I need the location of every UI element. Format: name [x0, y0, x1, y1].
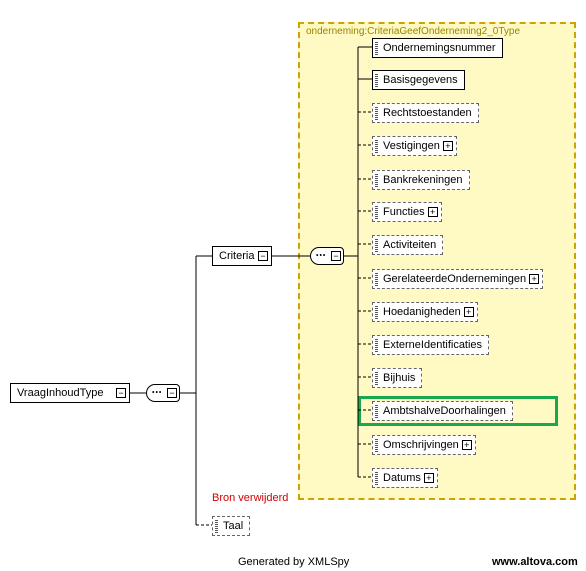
- item-functies[interactable]: Functies: [372, 202, 442, 222]
- footer-right[interactable]: www.altova.com: [492, 556, 578, 568]
- item-label: Rechtstoestanden: [383, 107, 472, 119]
- item-label: Bijhuis: [383, 372, 415, 384]
- footer-left: Generated by XMLSpy: [238, 556, 349, 568]
- item-label: ExterneIdentificaties: [383, 339, 482, 351]
- item-label: Hoedanigheden: [383, 306, 461, 318]
- item-ambtshalve[interactable]: AmbtshalveDoorhalingen: [372, 401, 513, 421]
- item-label: Datums: [383, 472, 421, 484]
- expand-icon[interactable]: [464, 307, 474, 317]
- taal-node[interactable]: Taal: [212, 516, 250, 536]
- item-label: Vestigingen: [383, 140, 440, 152]
- item-datums[interactable]: Datums: [372, 468, 438, 488]
- taal-label: Taal: [223, 520, 243, 532]
- item-label: Omschrijvingen: [383, 439, 459, 451]
- expand-icon[interactable]: [167, 388, 177, 398]
- sequence-criteria[interactable]: •••: [310, 247, 344, 265]
- item-gerelateerde[interactable]: GerelateerdeOndernemingen: [372, 269, 543, 289]
- criteria-label: Criteria: [219, 250, 254, 262]
- item-label: Basisgegevens: [383, 74, 458, 86]
- expand-icon[interactable]: [462, 440, 472, 450]
- item-label: Ondernemingsnummer: [383, 42, 496, 54]
- expand-icon[interactable]: [424, 473, 434, 483]
- item-bijhuis[interactable]: Bijhuis: [372, 368, 422, 388]
- item-ondernemingsnummer[interactable]: Ondernemingsnummer: [372, 38, 503, 58]
- expand-icon[interactable]: [529, 274, 539, 284]
- expand-icon[interactable]: [428, 207, 438, 217]
- removed-note: Bron verwijderd: [212, 492, 288, 504]
- item-label: Bankrekeningen: [383, 174, 463, 186]
- item-label: AmbtshalveDoorhalingen: [383, 405, 506, 417]
- root-node[interactable]: VraagInhoudType: [10, 383, 130, 403]
- type-label: onderneming:CriteriaGeefOnderneming2_0Ty…: [306, 26, 520, 37]
- expand-icon[interactable]: [443, 141, 453, 151]
- item-label: Functies: [383, 206, 425, 218]
- item-vestigingen[interactable]: Vestigingen: [372, 136, 457, 156]
- item-basisgegevens[interactable]: Basisgegevens: [372, 70, 465, 90]
- item-externe[interactable]: ExterneIdentificaties: [372, 335, 489, 355]
- item-label: Activiteiten: [383, 239, 436, 251]
- root-node-label: VraagInhoudType: [17, 387, 103, 399]
- sequence-root[interactable]: •••: [146, 384, 180, 402]
- item-label: GerelateerdeOndernemingen: [383, 273, 526, 285]
- item-rechtstoestanden[interactable]: Rechtstoestanden: [372, 103, 479, 123]
- expand-icon[interactable]: [331, 251, 341, 261]
- criteria-node[interactable]: Criteria: [212, 246, 272, 266]
- expand-icon[interactable]: [116, 388, 126, 398]
- item-bankrekeningen[interactable]: Bankrekeningen: [372, 170, 470, 190]
- item-omschrijvingen[interactable]: Omschrijvingen: [372, 435, 476, 455]
- expand-icon[interactable]: [258, 251, 268, 261]
- item-activiteiten[interactable]: Activiteiten: [372, 235, 443, 255]
- item-hoedanigheden[interactable]: Hoedanigheden: [372, 302, 478, 322]
